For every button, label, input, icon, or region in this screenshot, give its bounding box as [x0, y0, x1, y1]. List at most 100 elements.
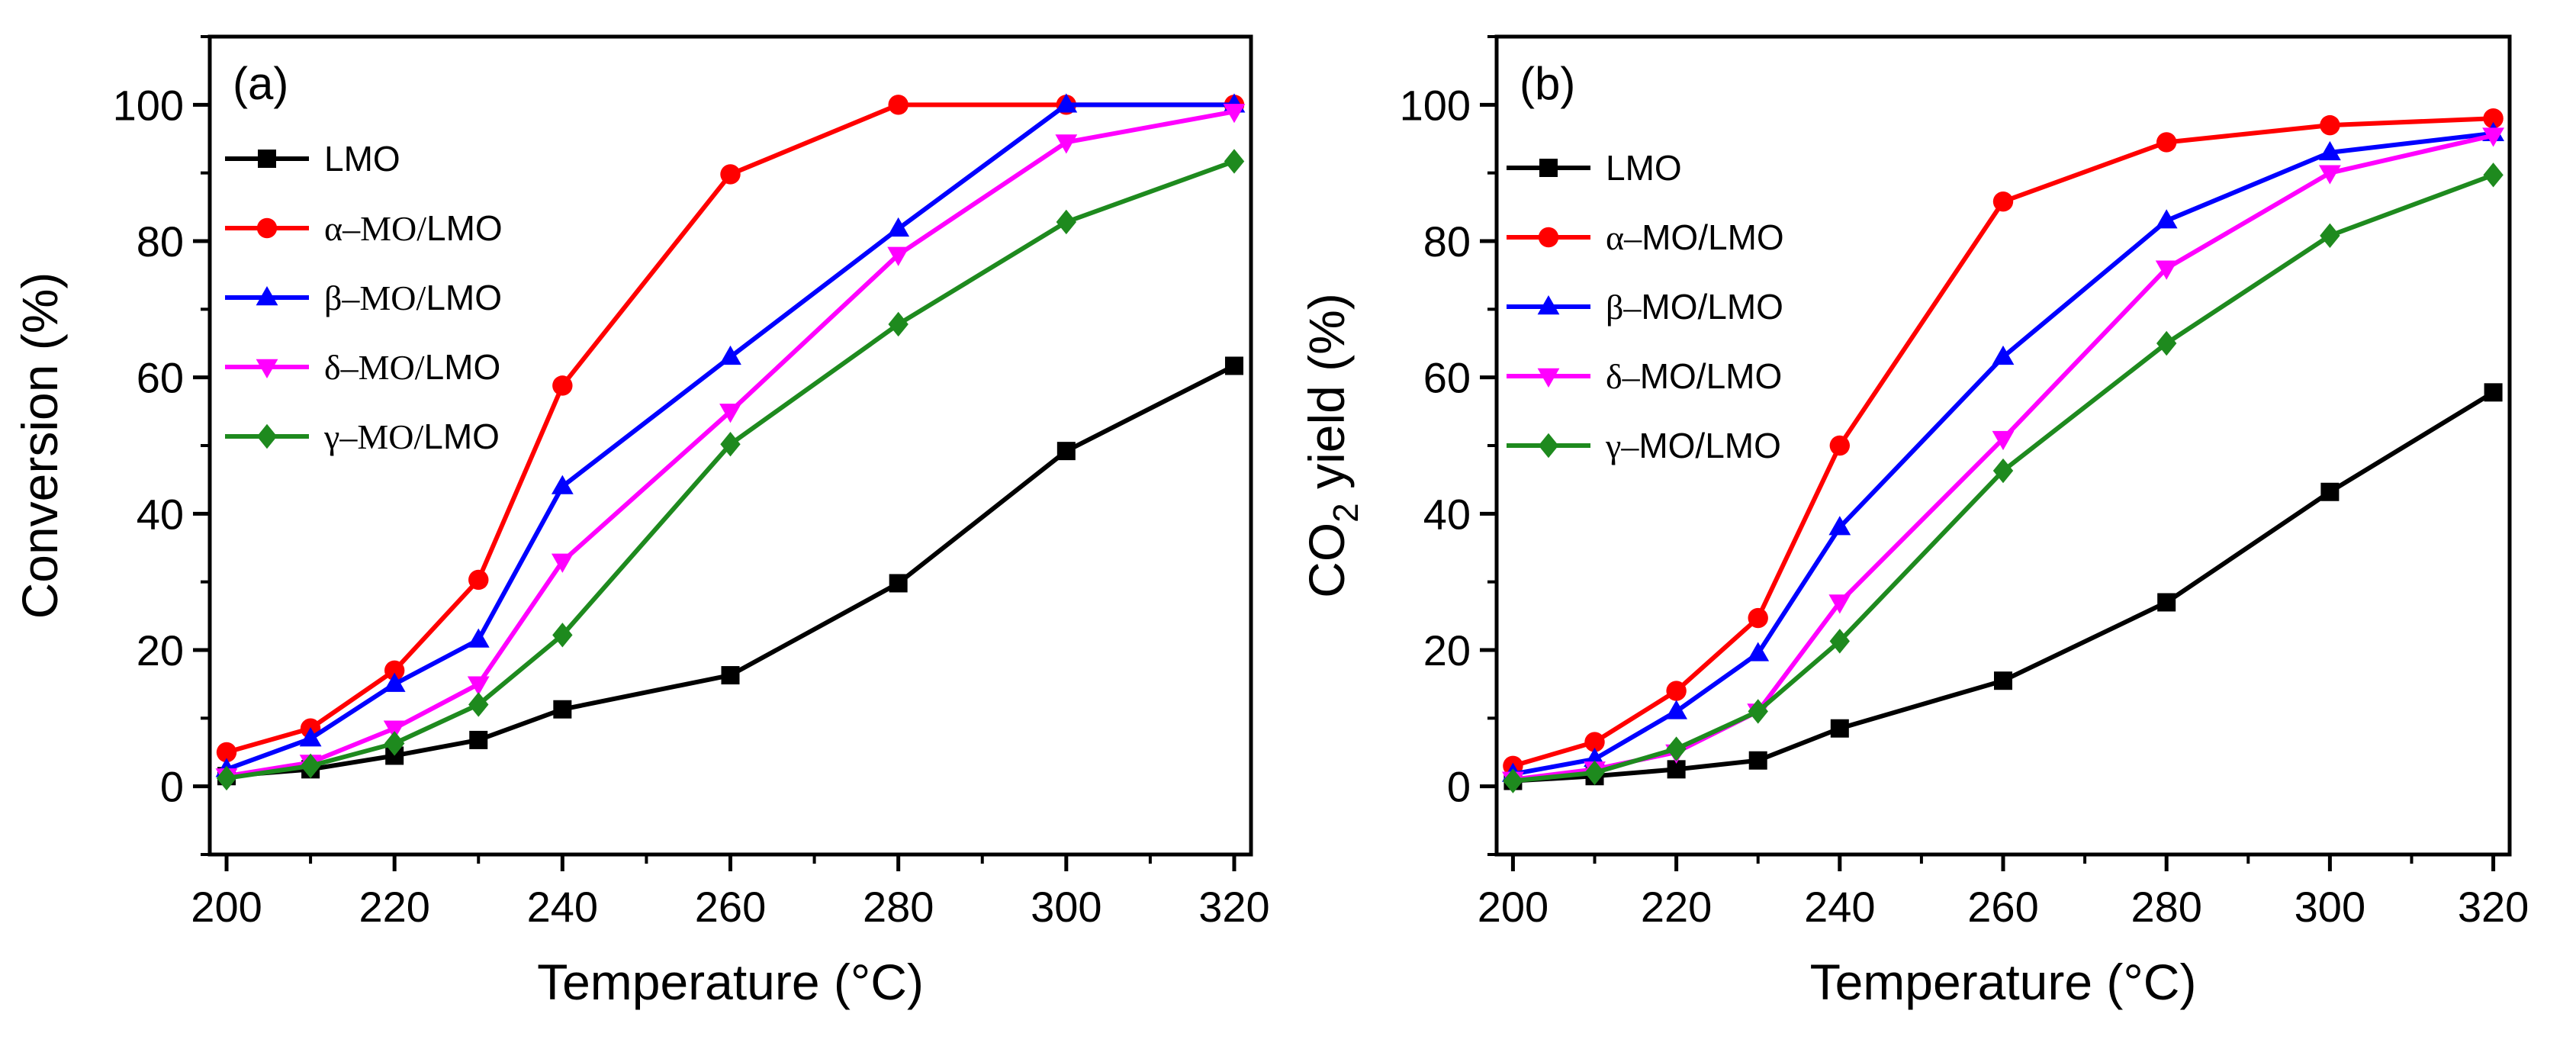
legend-entry: γ–MO/LMO [1507, 426, 1781, 465]
data-point [2482, 127, 2504, 147]
x-tick-label: 280 [2131, 883, 2201, 931]
legend-label-prefix: β– [1606, 288, 1642, 327]
panel-a: 200 220 240 260 280 300 320 0 20 40 60 80 100 Tempera… [11, 34, 1270, 1010]
data-point [720, 164, 741, 185]
data-point [384, 731, 405, 756]
y-tick-label: 0 [1447, 763, 1471, 811]
y-axis-title-main: CO [1298, 523, 1355, 598]
data-point [1665, 700, 1688, 719]
legend-marker [1539, 159, 1558, 177]
legend-marker [1538, 227, 1559, 248]
data-point [719, 345, 741, 365]
y-tick-label: 80 [137, 217, 184, 266]
legend-label-prefix: δ– [1606, 357, 1641, 396]
data-point [1224, 149, 1245, 174]
data-point [720, 432, 741, 457]
data-point [1992, 458, 2014, 484]
y-tick-label: 40 [1423, 490, 1471, 538]
legend-entry: LMO [225, 139, 400, 179]
x-tick-label: 320 [1198, 883, 1269, 931]
data-point [1830, 719, 1849, 738]
y-axis-title: CO2 yield (%) [1298, 293, 1365, 598]
legend-label-text: LMO [425, 347, 501, 387]
legend-entry: LMO [1507, 148, 1682, 188]
legend-label-text: MO/LMO [1642, 217, 1784, 257]
data-point [1666, 736, 1687, 761]
data-point [2155, 260, 2178, 280]
data-point [2157, 593, 2176, 612]
data-point [2318, 140, 2341, 161]
data-point [216, 742, 237, 763]
legend-label-text: MO/LMO [1639, 426, 1781, 465]
legend-label: LMO [1606, 148, 1682, 188]
legend-entry: δ–MO/LMO [225, 347, 500, 387]
data-point [551, 553, 574, 573]
y-tick-label: 100 [1400, 81, 1471, 129]
data-point [1055, 134, 1078, 154]
data-point [2483, 108, 2504, 129]
data-point [1224, 356, 1243, 375]
data-point [889, 574, 908, 593]
data-point [1055, 93, 1078, 113]
data-point [383, 672, 406, 692]
y-axis-title-subscript: 2 [1326, 503, 1365, 523]
data-point [721, 666, 740, 685]
data-point [1747, 642, 1770, 661]
x-tick-label: 240 [1804, 883, 1875, 931]
y-tick-label: 40 [137, 490, 184, 538]
data-point [888, 311, 909, 337]
legend-entry: α–MO/LMO [1507, 217, 1784, 257]
data-point [216, 765, 237, 791]
panel-tag: (b) [1520, 58, 1575, 109]
data-point [1666, 681, 1687, 701]
legend-label-text: MO/LMO [1641, 287, 1783, 327]
y-tick-label: 100 [113, 81, 184, 129]
legend-entry: δ–MO/LMO [1507, 356, 1782, 396]
x-tick-label: 200 [191, 883, 262, 931]
x-tick-label: 320 [2458, 883, 2529, 931]
legend-label-prefix: γ–MO/ [323, 417, 423, 456]
y-tick-label: 20 [137, 626, 184, 674]
x-tick-label: 260 [695, 883, 766, 931]
legend-marker [1537, 368, 1560, 388]
legend-entry: γ–MO/LMO [225, 417, 500, 456]
data-point [468, 569, 489, 591]
legend-label-prefix: γ– [1605, 426, 1639, 465]
legend-entry: β–MO/LMO [225, 278, 502, 317]
legend-label: γ–MO/LMO [1605, 426, 1781, 465]
data-point [2320, 223, 2340, 249]
y-tick-label: 80 [1423, 217, 1471, 266]
data-point [1829, 435, 1851, 456]
legend-entry: α–MO/LMO [225, 208, 503, 248]
data-point [1992, 430, 2015, 451]
data-point [1748, 751, 1767, 770]
legend-label-text: MO/LMO [1640, 356, 1783, 396]
legend-label: δ–MO/LMO [324, 347, 500, 387]
data-point [2483, 163, 2504, 188]
series-line-4 [226, 159, 1236, 780]
data-point [2156, 132, 2177, 153]
data-point [467, 628, 490, 648]
data-point [299, 727, 322, 747]
legend-marker [256, 217, 278, 239]
legend-label-prefix: δ–MO/ [324, 348, 425, 387]
data-point [1223, 104, 1246, 124]
legend-marker [1537, 295, 1560, 315]
data-point [887, 217, 910, 237]
legend-marker [256, 359, 278, 378]
legend-marker [256, 286, 278, 306]
data-point [1056, 209, 1077, 235]
legend-label-text: LMO [324, 139, 400, 179]
x-tick-label: 300 [1031, 883, 1101, 931]
x-tick-label: 300 [2295, 883, 2365, 931]
data-point [1828, 516, 1851, 536]
legend-label: LMO [324, 139, 400, 179]
data-point [300, 753, 321, 779]
x-tick-label: 220 [1641, 883, 1712, 931]
data-point [1503, 768, 1523, 793]
legend-label: γ–MO/LMO [323, 417, 500, 456]
data-point [469, 730, 488, 749]
data-point [1829, 629, 1851, 654]
